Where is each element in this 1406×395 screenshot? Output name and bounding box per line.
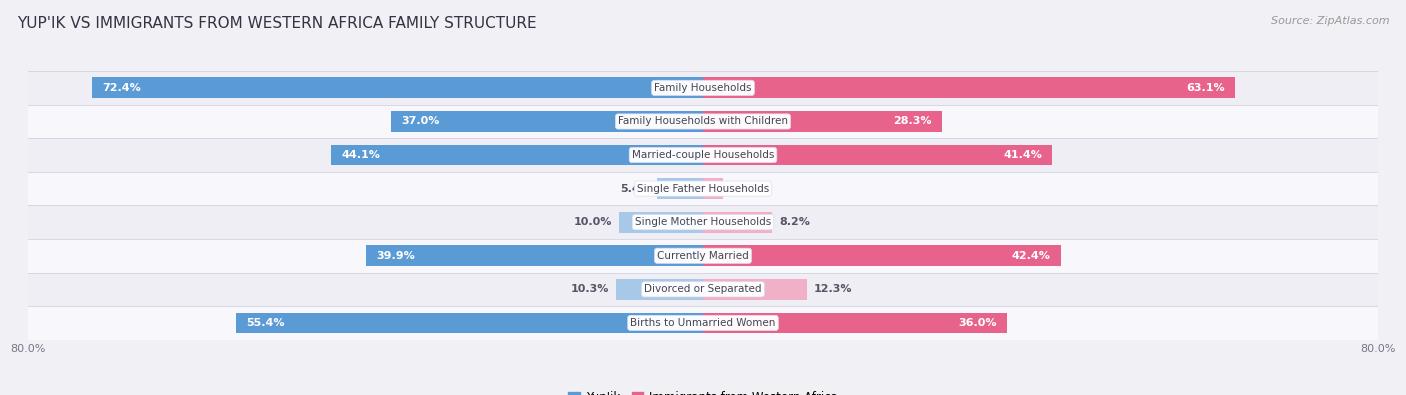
Bar [703,312,1007,333]
FancyBboxPatch shape [28,105,1378,138]
Text: 10.3%: 10.3% [571,284,609,294]
FancyBboxPatch shape [28,71,1378,105]
Bar [703,111,942,132]
Legend: Yup'ik, Immigrants from Western Africa: Yup'ik, Immigrants from Western Africa [564,387,842,395]
Bar [236,312,703,333]
Text: 8.2%: 8.2% [779,217,810,227]
Text: 10.0%: 10.0% [574,217,612,227]
Bar [703,178,723,199]
FancyBboxPatch shape [28,172,1378,205]
Bar [703,279,807,300]
Bar [703,245,1060,266]
Text: 2.4%: 2.4% [730,184,761,194]
Text: 37.0%: 37.0% [401,117,439,126]
Bar [658,178,703,199]
Text: Source: ZipAtlas.com: Source: ZipAtlas.com [1271,16,1389,26]
Text: Currently Married: Currently Married [657,251,749,261]
FancyBboxPatch shape [28,306,1378,340]
Bar [703,145,1052,166]
Text: Divorced or Separated: Divorced or Separated [644,284,762,294]
Bar [703,212,772,233]
Text: 12.3%: 12.3% [814,284,852,294]
Bar [93,77,703,98]
Text: 41.4%: 41.4% [1004,150,1042,160]
Text: Births to Unmarried Women: Births to Unmarried Women [630,318,776,328]
Text: 63.1%: 63.1% [1187,83,1225,93]
Text: YUP'IK VS IMMIGRANTS FROM WESTERN AFRICA FAMILY STRUCTURE: YUP'IK VS IMMIGRANTS FROM WESTERN AFRICA… [17,16,537,31]
Text: 42.4%: 42.4% [1012,251,1050,261]
FancyBboxPatch shape [28,273,1378,306]
Bar [616,279,703,300]
FancyBboxPatch shape [28,205,1378,239]
Bar [330,145,703,166]
Text: 44.1%: 44.1% [342,150,380,160]
Text: 5.4%: 5.4% [620,184,651,194]
Text: Family Households: Family Households [654,83,752,93]
Bar [619,212,703,233]
Text: 39.9%: 39.9% [377,251,415,261]
Text: 28.3%: 28.3% [893,117,932,126]
Bar [703,77,1236,98]
Text: Single Mother Households: Single Mother Households [636,217,770,227]
FancyBboxPatch shape [28,239,1378,273]
Text: Single Father Households: Single Father Households [637,184,769,194]
FancyBboxPatch shape [28,138,1378,172]
Text: 55.4%: 55.4% [246,318,284,328]
Bar [391,111,703,132]
Text: Married-couple Households: Married-couple Households [631,150,775,160]
Bar [367,245,703,266]
Text: 36.0%: 36.0% [957,318,997,328]
Text: 72.4%: 72.4% [103,83,141,93]
Text: Family Households with Children: Family Households with Children [619,117,787,126]
